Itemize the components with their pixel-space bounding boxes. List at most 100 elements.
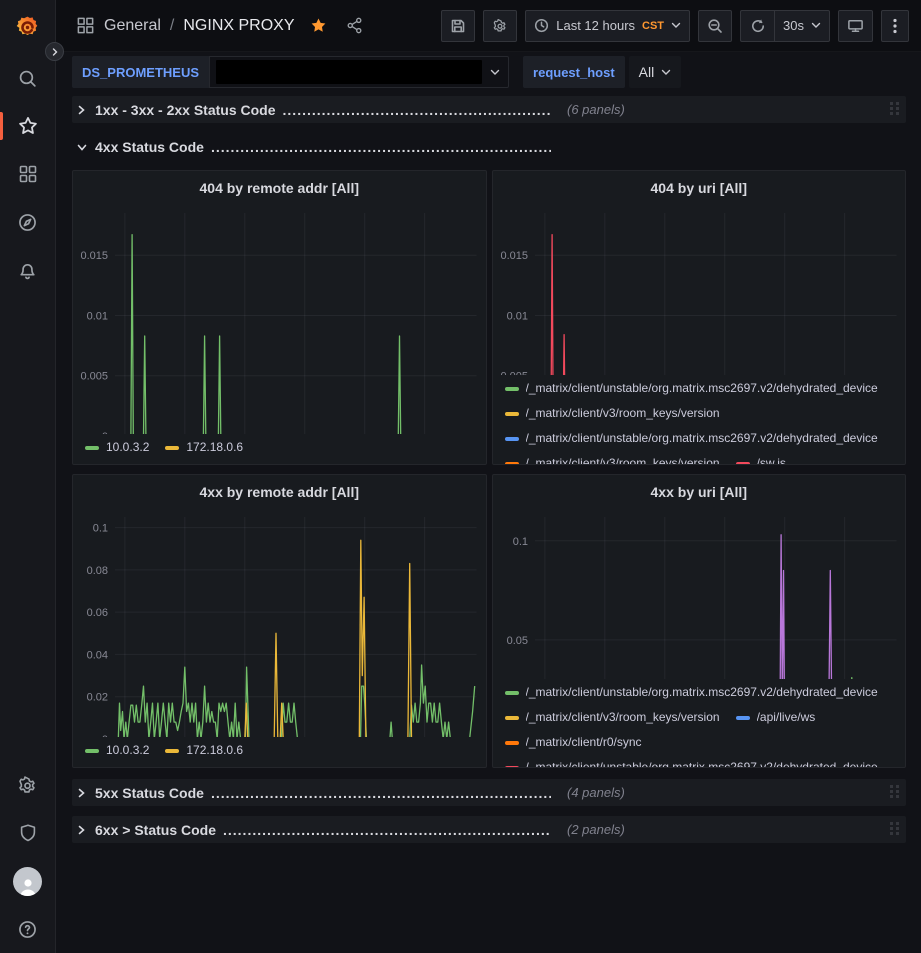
panel-title[interactable]: 404 by remote addr [All] xyxy=(199,180,360,196)
refresh-interval-value: 30s xyxy=(783,18,804,33)
row-dots: ........................................… xyxy=(282,101,551,118)
svg-text:0.015: 0.015 xyxy=(500,250,528,262)
breadcrumb-dashboard-title[interactable]: NGINX PROXY xyxy=(183,16,295,34)
row-title: 1xx - 3xx - 2xx Status Code xyxy=(95,101,276,118)
breadcrumb-separator: / xyxy=(169,16,175,34)
svg-text:0.005: 0.005 xyxy=(80,371,108,383)
legend-label: /_matrix/client/v3/room_keys/version xyxy=(525,456,720,465)
gear-icon xyxy=(19,775,35,793)
favorite-star-icon[interactable] xyxy=(310,17,327,34)
zoom-out-time-button[interactable] xyxy=(698,9,733,42)
legend-swatch-icon xyxy=(735,461,750,464)
row-dots: ........................................… xyxy=(210,784,551,801)
legend-label: /_matrix/client/unstable/org.matrix.msc2… xyxy=(525,381,878,395)
redacted-value xyxy=(216,60,483,84)
save-icon xyxy=(451,19,465,32)
legend-item[interactable]: /api/live/ws xyxy=(735,707,815,728)
legend-label: 10.0.3.2 xyxy=(106,743,150,757)
row-drag-handle[interactable] xyxy=(889,821,900,839)
dashboard-settings-button[interactable] xyxy=(483,9,518,42)
legend-item[interactable]: /_matrix/client/unstable/org.matrix.msc2… xyxy=(504,682,878,703)
sidebar-item-configuration[interactable] xyxy=(0,761,55,809)
legend-item[interactable]: /_matrix/client/v3/room_keys/version xyxy=(504,707,720,728)
legend-swatch-icon xyxy=(504,715,519,720)
legend-item[interactable]: /_matrix/client/r0/sync xyxy=(504,732,642,753)
legend-item[interactable]: /_matrix/client/unstable/org.matrix.msc2… xyxy=(504,428,878,449)
sidebar-item-alerting[interactable] xyxy=(0,246,55,294)
row-title: 4xx Status Code xyxy=(95,138,204,155)
sidebar-item-profile[interactable] xyxy=(0,857,55,905)
row-header-4xx[interactable]: 4xx Status Code ........................… xyxy=(72,133,906,160)
breadcrumb: General / NGINX PROXY xyxy=(76,16,363,35)
sidebar-item-dashboards[interactable] xyxy=(0,150,55,198)
share-icon[interactable] xyxy=(346,17,363,34)
help-icon xyxy=(19,920,36,938)
legend-item[interactable]: /_matrix/client/unstable/org.matrix.msc2… xyxy=(504,378,878,399)
row-header-6xx[interactable]: 6xx > Status Code ......................… xyxy=(72,816,906,843)
panel-title[interactable]: 404 by uri [All] xyxy=(650,180,747,196)
chevron-down-icon xyxy=(671,22,681,28)
panel-title[interactable]: 4xx by uri [All] xyxy=(650,484,747,500)
sidebar-item-server-admin[interactable] xyxy=(0,809,55,857)
legend-swatch-icon xyxy=(504,765,519,767)
row-dots: ........................................… xyxy=(210,138,551,155)
svg-text:0.1: 0.1 xyxy=(512,536,527,548)
row-header-5xx[interactable]: 5xx Status Code ........................… xyxy=(72,779,906,806)
legend-item[interactable]: /sw.js xyxy=(735,453,786,464)
legend-item[interactable]: 172.18.0.6 xyxy=(165,437,243,458)
svg-text:0.015: 0.015 xyxy=(80,250,108,262)
legend-label: /_matrix/client/r0/sync xyxy=(525,735,642,749)
person-icon xyxy=(20,878,35,896)
legend-item[interactable]: 10.0.3.2 xyxy=(85,437,149,458)
panel-4xx-by-uri: 4xx by uri [All] 08:0010:0012:0014:0016:… xyxy=(491,474,906,768)
legend-swatch-icon xyxy=(504,436,519,441)
panel-404-by-remote-addr: 404 by remote addr [All] 08:0010:0012:00… xyxy=(72,170,487,465)
sidebar-item-search[interactable] xyxy=(0,54,55,102)
dashboard-toolbar: Last 12 hours CST 30s xyxy=(441,9,909,42)
sidebar-expand-button[interactable] xyxy=(45,42,64,61)
variable-select-ds-prometheus[interactable] xyxy=(209,56,510,88)
variable-label-request-host: request_host xyxy=(523,56,625,88)
row-header-1xx-3xx-2xx[interactable]: 1xx - 3xx - 2xx Status Code ............… xyxy=(72,96,906,123)
legend-swatch-icon xyxy=(85,445,99,450)
row-title: 5xx Status Code xyxy=(95,784,204,801)
svg-text:0.01: 0.01 xyxy=(506,310,527,322)
panel-legend: 10.0.3.2 172.18.0.6 xyxy=(73,434,486,464)
panel-4xx-by-remote-addr: 4xx by remote addr [All] 08:0010:0012:00… xyxy=(72,474,487,768)
chart-area[interactable]: 08:0010:0012:0014:0016:0018:0000.050.1 xyxy=(493,509,906,679)
legend-swatch-icon xyxy=(735,715,750,720)
chart-area[interactable]: 08:0010:0012:0014:0016:0018:0000.0050.01… xyxy=(493,205,906,375)
sidebar-item-starred[interactable] xyxy=(0,102,55,150)
refresh-interval-dropdown[interactable]: 30s xyxy=(774,9,830,42)
refresh-button[interactable] xyxy=(740,9,775,42)
legend-item[interactable]: 172.18.0.6 xyxy=(165,740,243,761)
kebab-menu-icon xyxy=(893,18,897,33)
zoom-out-icon xyxy=(708,18,722,33)
save-dashboard-button[interactable] xyxy=(441,9,476,42)
row-drag-handle[interactable] xyxy=(889,784,900,802)
legend-item[interactable]: /_matrix/client/v3/room_keys/version xyxy=(504,453,720,465)
legend-swatch-icon xyxy=(504,386,519,391)
chart-area[interactable]: 08:0010:0012:0014:0016:0018:0000.0050.01… xyxy=(73,205,486,434)
variable-select-request-host[interactable]: All xyxy=(628,56,682,88)
legend-item[interactable]: /_matrix/client/v3/room_keys/version xyxy=(504,403,720,424)
sidebar-item-explore[interactable] xyxy=(0,198,55,246)
svg-text:0.04: 0.04 xyxy=(87,649,108,661)
legend-swatch-icon xyxy=(85,748,99,753)
row-drag-handle[interactable] xyxy=(889,101,900,119)
legend-item[interactable]: /_matrix/client/unstable/org.matrix.msc2… xyxy=(504,757,878,768)
breadcrumb-folder[interactable]: General xyxy=(104,16,161,34)
legend-swatch-icon xyxy=(504,690,519,695)
time-range-picker[interactable]: Last 12 hours CST xyxy=(525,9,691,42)
kiosk-mode-button[interactable] xyxy=(838,9,873,42)
dashboard-menu-button[interactable] xyxy=(881,9,909,42)
grafana-logo[interactable] xyxy=(0,0,55,54)
dashboards-icon xyxy=(19,165,36,183)
chart-area[interactable]: 08:0010:0012:0014:0016:0018:0000.020.040… xyxy=(73,509,486,737)
variable-label-ds-prometheus: DS_PROMETHEUS xyxy=(72,56,210,88)
panel-title[interactable]: 4xx by remote addr [All] xyxy=(199,484,360,500)
legend-item[interactable]: 10.0.3.2 xyxy=(85,740,149,761)
variable-value-request-host: All xyxy=(638,64,655,80)
legend-label: /_matrix/client/unstable/org.matrix.msc2… xyxy=(525,760,878,768)
sidebar-item-help[interactable] xyxy=(0,905,55,953)
